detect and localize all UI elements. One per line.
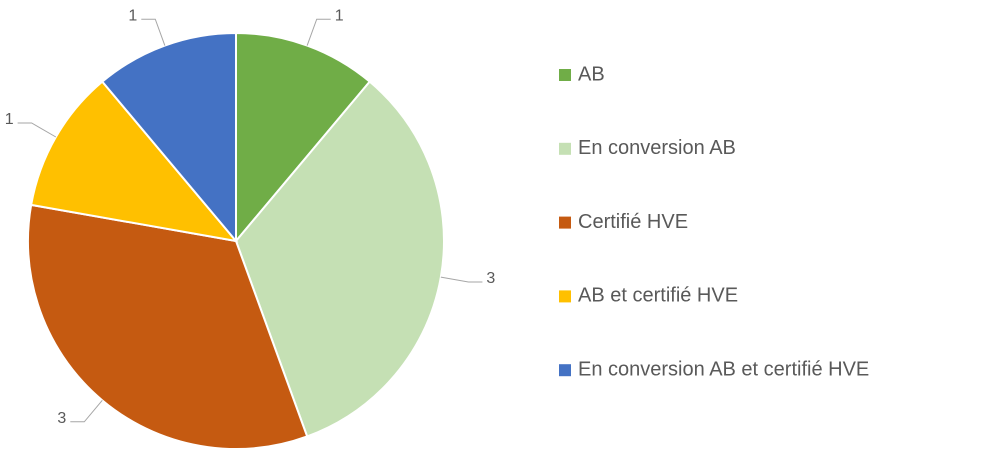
pie-slice — [235, 31, 372, 244]
legend-label: Certifié HVE — [578, 211, 688, 233]
data-label: 1 — [128, 7, 137, 24]
data-label: 3 — [57, 410, 66, 427]
data-label: 3 — [486, 270, 495, 287]
pie-slice — [234, 80, 445, 438]
legend-swatch — [559, 216, 571, 229]
legend-swatch — [559, 290, 571, 303]
leader-line — [440, 276, 483, 283]
pie-slice — [30, 80, 239, 243]
legend-label: En conversion AB et certifié HVE — [578, 358, 869, 380]
pie-slice — [100, 31, 237, 244]
legend-label: En conversion AB — [578, 137, 736, 159]
data-label: 1 — [5, 111, 14, 128]
legend-label: AB et certifié HVE — [578, 285, 738, 307]
legend-label: AB — [578, 63, 605, 85]
leader-line — [306, 18, 331, 46]
leader-line — [141, 18, 166, 46]
leader-line — [17, 122, 57, 138]
legend-swatch — [559, 364, 571, 377]
leader-line — [70, 400, 103, 423]
legend-swatch — [559, 142, 571, 155]
pie-slice — [27, 203, 309, 449]
data-label: 1 — [335, 7, 344, 24]
legend-swatch — [559, 69, 571, 81]
